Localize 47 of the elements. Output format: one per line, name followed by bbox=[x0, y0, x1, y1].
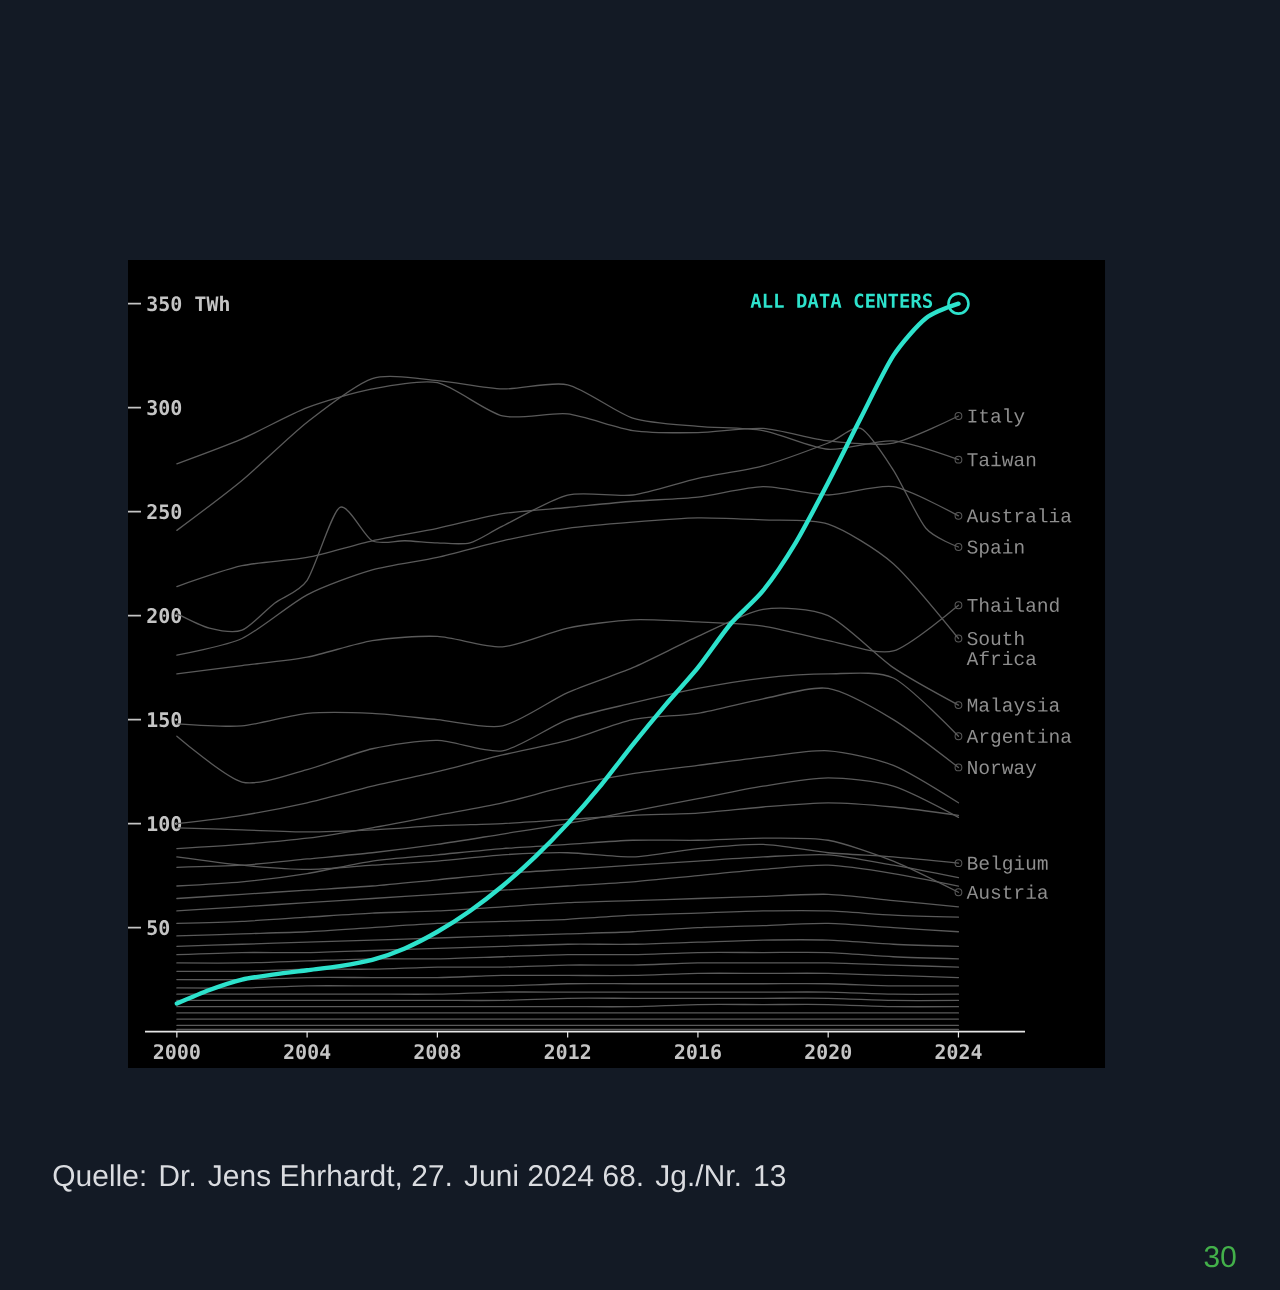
series-label: Italy bbox=[968, 408, 1025, 427]
series-label: Austria bbox=[966, 884, 1048, 899]
series-label: Argentina bbox=[966, 728, 1072, 747]
y-tick-label: 300 bbox=[147, 400, 182, 416]
y-tick-label: 200 bbox=[147, 608, 182, 624]
series-label: Thailand bbox=[967, 597, 1059, 612]
point bbox=[954, 763, 963, 772]
line-series bbox=[176, 972, 960, 981]
series-label: Taiwan bbox=[967, 452, 1036, 467]
series-label: Belgium bbox=[968, 855, 1048, 874]
x-tick-label: 2020 bbox=[805, 1044, 852, 1060]
x-tick-label: 2016 bbox=[674, 1044, 721, 1060]
series-label: Malaysia bbox=[967, 697, 1060, 716]
y-tick-label: 150 bbox=[148, 712, 182, 728]
x-tick-label: 2012 bbox=[544, 1044, 591, 1060]
x-tick-label: 2000 bbox=[153, 1044, 200, 1060]
point bbox=[954, 543, 963, 551]
point bbox=[954, 732, 963, 741]
point bbox=[954, 511, 963, 520]
point bbox=[954, 601, 963, 610]
point bbox=[954, 859, 963, 868]
line-series bbox=[176, 910, 960, 937]
series-label: Norway bbox=[968, 761, 1037, 779]
text: 30 bbox=[1204, 1246, 1236, 1268]
line-series bbox=[176, 962, 960, 973]
x-tick-label: 2008 bbox=[414, 1044, 461, 1060]
series-label: ALL DATA CENTERS bbox=[750, 293, 933, 308]
x-tick-label: 2024 bbox=[935, 1044, 982, 1060]
line-series bbox=[176, 893, 960, 925]
point bbox=[954, 455, 963, 464]
line-series bbox=[176, 922, 960, 947]
y-tick-label: 250 bbox=[147, 504, 182, 520]
x-tick-label: 2004 bbox=[284, 1044, 331, 1060]
series-label: Australia bbox=[966, 508, 1072, 523]
point bbox=[954, 888, 963, 897]
series-label: Spain bbox=[967, 539, 1024, 558]
point bbox=[954, 701, 963, 709]
y-tick-label: 350 TWh bbox=[147, 295, 229, 312]
series-label: South Africa bbox=[966, 630, 1037, 666]
point bbox=[947, 292, 970, 315]
y-tick-label: 100 bbox=[148, 816, 182, 832]
line-series bbox=[176, 939, 960, 956]
line-series bbox=[176, 951, 960, 964]
y-tick-label: 50 bbox=[147, 920, 170, 936]
point bbox=[954, 634, 963, 643]
source-note: Quelle: Dr. Jens Ehrhardt, 27. Juni 2024 68. Jg./Nr. 13 bbox=[53, 1164, 786, 1193]
point bbox=[954, 412, 963, 420]
